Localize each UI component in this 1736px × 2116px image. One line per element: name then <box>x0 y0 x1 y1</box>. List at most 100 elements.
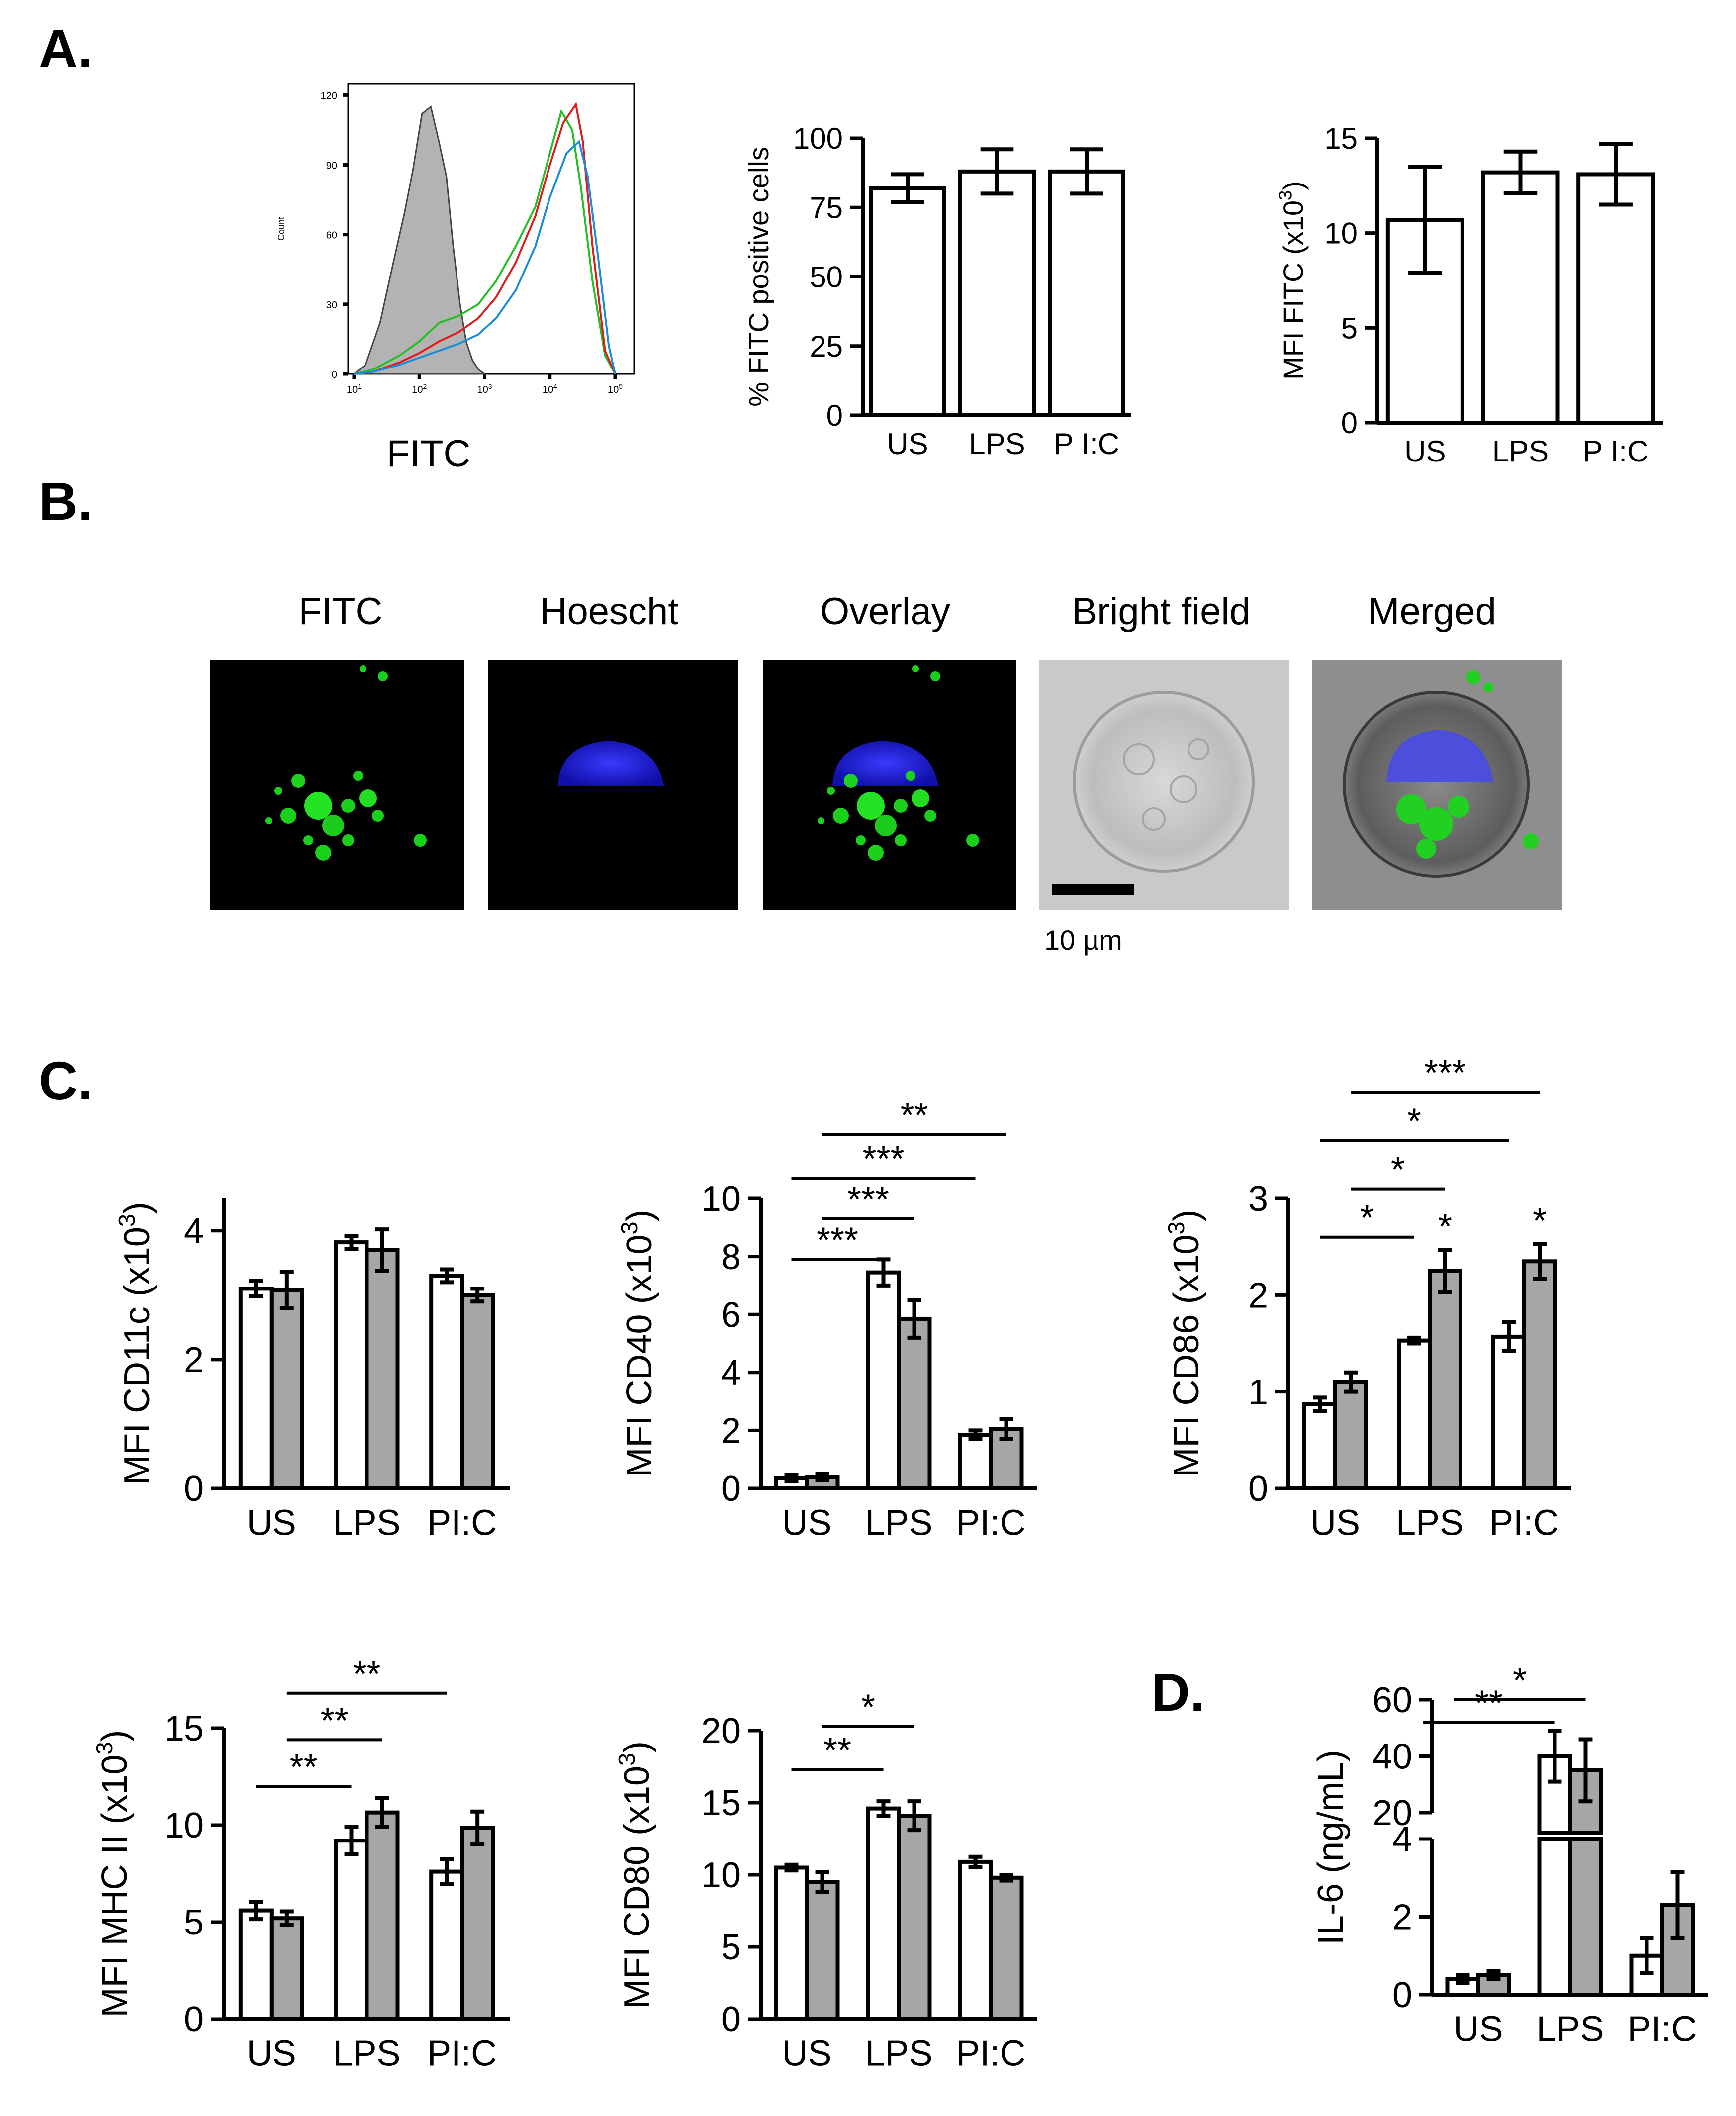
image-title-bright-field: Bright field <box>1072 590 1250 633</box>
y-tick-label: 10 <box>164 1806 204 1845</box>
image-title-merged: Merged <box>1368 590 1496 633</box>
y-tick-label: 0 <box>1341 406 1358 440</box>
y-tick-label: 15 <box>164 1709 204 1748</box>
y-axis-label: MFI CD40 (x103) <box>616 1209 659 1477</box>
bar-FITC positive <box>869 186 946 417</box>
bar-grey <box>1522 1259 1557 1490</box>
y-tick-label: 0 <box>1248 1469 1268 1509</box>
y-tick-label: 5 <box>1341 311 1358 345</box>
significance-label: * <box>1360 1198 1374 1238</box>
x-tick-label: US <box>1404 435 1446 468</box>
bar-white <box>334 1839 369 2021</box>
bar-white <box>958 1433 993 1491</box>
bar-grey <box>365 1810 400 2021</box>
x-tick-label: LPS <box>865 2034 932 2074</box>
significance-label: ** <box>321 1701 349 1741</box>
scale-bar <box>1052 884 1134 895</box>
bright-field-image <box>1039 660 1289 910</box>
y-tick-label: 120 <box>321 91 337 101</box>
histogram-green <box>354 108 616 375</box>
y-tick-label: 3 <box>1248 1179 1268 1219</box>
x-tick-label: LPS <box>1396 1503 1463 1543</box>
significance-label: ** <box>1475 1683 1503 1723</box>
significance-label: ** <box>290 1748 318 1787</box>
x-tick-label: PI:C <box>1627 2010 1697 2049</box>
bar-FITC positive <box>1048 169 1125 417</box>
y-tick-label: 100 <box>793 122 843 155</box>
y-tick-label: 10 <box>1324 217 1358 250</box>
y-tick-label: 15 <box>701 1783 741 1823</box>
significance-label: * <box>1407 1102 1421 1141</box>
y-tick-label: 1 <box>1248 1373 1268 1412</box>
bar-grey <box>269 1916 304 2021</box>
x-axis-label: FITC <box>387 433 471 475</box>
y-tick-label: 90 <box>326 161 337 172</box>
bar-grey <box>1333 1380 1368 1491</box>
imaging-panel: FITC Hoescht Overlay Bright field Merged <box>210 590 1562 956</box>
y-tick-label: 0 <box>184 2000 204 2039</box>
histogram-red <box>354 101 616 375</box>
y-axis-label: % FITC positive cells <box>743 147 774 407</box>
image-title-fitc: FITC <box>299 590 383 633</box>
y-tick-label: 50 <box>810 261 843 294</box>
x-tick-label: US <box>782 1503 831 1543</box>
merged-image <box>1312 660 1562 910</box>
image-title-overlay: Overlay <box>820 590 950 633</box>
y-tick-label: 60 <box>1372 1680 1412 1720</box>
y-tick-label: 0 <box>332 369 337 380</box>
panel-label-b: B. <box>39 471 92 531</box>
bar-white <box>866 1806 901 2022</box>
x-tick-label: LPS <box>333 1503 400 1543</box>
hoechst-nuclear-image <box>488 660 738 910</box>
y-tick-label: 4 <box>721 1353 741 1393</box>
histogram-unstained <box>352 105 487 375</box>
x-tick-label: PI:C <box>1489 1503 1559 1543</box>
bar-grey <box>897 1814 932 2022</box>
bar-grey <box>460 1293 495 1490</box>
x-tick-label: PI:C <box>427 2034 497 2074</box>
bar-grey <box>1428 1269 1462 1490</box>
bar-white <box>866 1270 901 1491</box>
x-tick-label: P I:C <box>1583 435 1648 468</box>
bar-white <box>1537 1837 1572 1997</box>
y-tick-label: 75 <box>810 191 843 224</box>
bar-white <box>774 1865 809 2021</box>
bar-white <box>238 1287 274 1490</box>
significance-label: * <box>1391 1150 1405 1190</box>
bar-FITC positive <box>958 169 1036 417</box>
y-tick-label: 2 <box>721 1411 741 1451</box>
x-tick-label: US <box>1310 1503 1360 1543</box>
y-tick-label: 0 <box>184 1469 204 1509</box>
x-tick-label: 102 <box>412 382 427 395</box>
bar-white <box>238 1908 274 2022</box>
x-tick-label: LPS <box>865 1503 932 1543</box>
bar-grey <box>269 1288 304 1491</box>
y-tick-label: 2 <box>1248 1276 1268 1316</box>
x-tick-label: LPS <box>969 427 1025 460</box>
x-tick-label: PI:C <box>956 2034 1025 2074</box>
significance-label: * <box>1513 1661 1527 1701</box>
significance-label: ** <box>353 1655 380 1694</box>
bar-grey <box>805 1880 840 2021</box>
bar-white <box>958 1859 993 2021</box>
y-axis-label: IL-6 (ng/mL) <box>1311 1750 1351 1945</box>
x-tick-label: US <box>247 2034 296 2074</box>
bar-MFI FITC <box>1481 170 1560 425</box>
x-tick-label: 104 <box>543 382 557 395</box>
bar-white <box>1302 1402 1337 1490</box>
histogram-blue <box>354 140 616 375</box>
fitc-histogram: 0 30 60 90 120 101 102 103 104 105 Count FITC <box>276 83 635 475</box>
x-tick-label: US <box>247 1503 296 1543</box>
x-tick-label: 105 <box>608 382 623 395</box>
bar-grey <box>989 1875 1024 2022</box>
x-tick-label: US <box>887 427 928 460</box>
x-tick-label: P I:C <box>1054 427 1119 460</box>
y-tick-label: 30 <box>326 300 337 311</box>
panel-label-a: A. <box>39 18 92 79</box>
plot-frame <box>347 83 635 375</box>
bar-MFI FITC <box>1576 172 1655 425</box>
y-tick-label: 40 <box>1372 1737 1412 1777</box>
il6-chart: 0 2 420 40 60 US LPS PI:C *** IL-6 (ng/mL) <box>1311 1661 1708 2049</box>
y-axis-label: MFI CD86 (x103) <box>1163 1209 1206 1477</box>
